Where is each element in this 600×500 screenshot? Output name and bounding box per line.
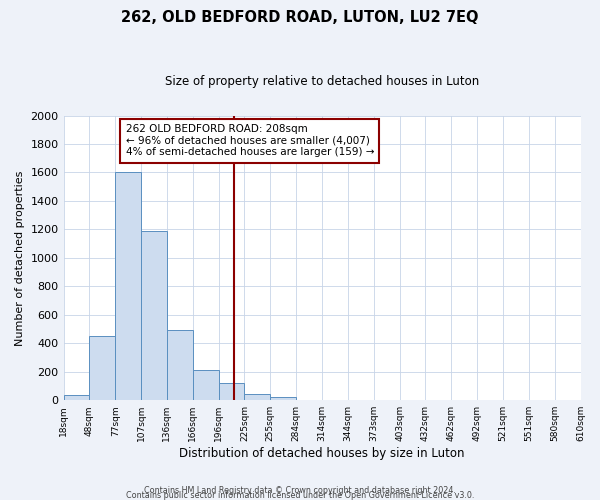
- Bar: [167, 330, 193, 400]
- Bar: [115, 172, 141, 400]
- Text: 262 OLD BEDFORD ROAD: 208sqm
← 96% of detached houses are smaller (4,007)
4% of : 262 OLD BEDFORD ROAD: 208sqm ← 96% of de…: [125, 124, 374, 158]
- Bar: [244, 394, 271, 400]
- Bar: [141, 231, 167, 400]
- Bar: [271, 398, 296, 400]
- Bar: [64, 394, 89, 400]
- Text: 262, OLD BEDFORD ROAD, LUTON, LU2 7EQ: 262, OLD BEDFORD ROAD, LUTON, LU2 7EQ: [121, 10, 479, 25]
- Bar: [89, 336, 115, 400]
- Text: Contains HM Land Registry data © Crown copyright and database right 2024.: Contains HM Land Registry data © Crown c…: [144, 486, 456, 495]
- Bar: [218, 383, 244, 400]
- Bar: [193, 370, 218, 400]
- Text: Contains public sector information licensed under the Open Government Licence v3: Contains public sector information licen…: [126, 491, 474, 500]
- Title: Size of property relative to detached houses in Luton: Size of property relative to detached ho…: [165, 75, 479, 88]
- Y-axis label: Number of detached properties: Number of detached properties: [15, 170, 25, 346]
- X-axis label: Distribution of detached houses by size in Luton: Distribution of detached houses by size …: [179, 447, 465, 460]
